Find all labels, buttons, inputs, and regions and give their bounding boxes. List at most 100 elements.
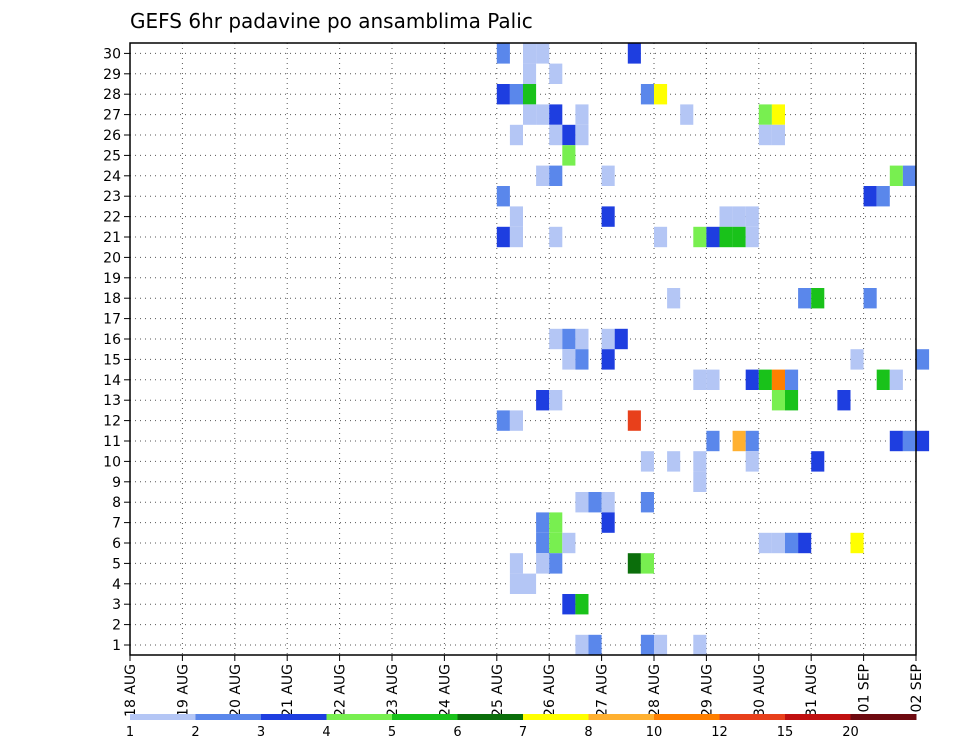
y-tick-label: 4 [112, 577, 121, 593]
heatmap-cell [889, 369, 903, 390]
heatmap-cell [614, 328, 628, 350]
heatmap-cell [693, 226, 707, 248]
legend-swatch [195, 714, 262, 720]
heatmap-cell [496, 410, 510, 431]
legend-swatch [261, 714, 327, 720]
y-tick-label: 23 [103, 189, 121, 205]
heatmap-cell [536, 532, 550, 554]
x-tick-label: 30 AUG [752, 664, 768, 717]
heatmap-cell [850, 532, 864, 554]
legend-level-label: 15 [777, 725, 794, 740]
heatmap-cell [536, 104, 550, 125]
heatmap-cell [706, 369, 720, 390]
y-tick-label: 16 [103, 332, 121, 348]
heatmap-cell [496, 84, 510, 105]
y-tick-label: 18 [103, 291, 121, 307]
heatmap-cell [549, 390, 563, 411]
y-tick-label: 28 [103, 87, 121, 103]
x-tick-label: 25 AUG [490, 664, 506, 717]
heatmap-cell [588, 492, 602, 513]
heatmap-cell [523, 104, 537, 125]
x-tick-label: 29 AUG [699, 664, 715, 717]
heatmap-cell [889, 430, 903, 452]
legend-level-label: 5 [388, 725, 396, 740]
y-tick-label: 20 [103, 250, 121, 266]
x-axis-ticks: 18 AUG 19 AUG 20 AUG 21 AUG 22 AUG 23 AUG 24 A… [123, 655, 925, 717]
legend-level-label: 2 [191, 725, 199, 740]
legend-swatch [326, 714, 393, 720]
heatmap-cell [562, 532, 576, 554]
heatmap-cell [549, 532, 563, 554]
y-tick-label: 10 [103, 454, 121, 470]
heatmap-cell [771, 532, 785, 554]
heatmap-cell [562, 124, 576, 146]
heatmap-cell [601, 328, 615, 350]
heatmap-cell [693, 634, 707, 656]
heatmap-cell [509, 573, 523, 594]
heatmap-cell [549, 328, 563, 350]
x-tick-label: 02 SEP [909, 664, 925, 712]
heatmap-cell [798, 532, 812, 554]
legend-swatch [392, 714, 458, 720]
heatmap-cell [863, 288, 877, 309]
heatmap-cell [863, 186, 877, 207]
heatmap-cell [575, 328, 589, 350]
legend-level-label: 7 [519, 725, 527, 740]
heatmap-cell [771, 369, 785, 390]
x-tick-label: 23 AUG [385, 664, 401, 717]
legend-level-label: 12 [711, 725, 728, 740]
heatmap-cell [850, 349, 864, 370]
y-tick-label: 26 [103, 128, 121, 144]
legend-swatch [523, 714, 589, 720]
x-tick-label: 21 AUG [280, 664, 296, 717]
heatmap-cell [509, 206, 523, 227]
heatmap-cell [575, 634, 589, 656]
y-axis-ticks: 1234567891011121314151617181920212223242… [103, 46, 130, 654]
y-tick-label: 29 [103, 67, 121, 83]
x-tick-label: 24 AUG [437, 664, 453, 717]
legend-level-label: 20 [842, 725, 859, 740]
y-tick-label: 25 [103, 148, 121, 164]
y-tick-label: 9 [112, 475, 121, 491]
heatmap-cell [693, 471, 707, 492]
heatmap-cell [601, 349, 615, 370]
x-tick-label: 28 AUG [647, 664, 663, 717]
color-legend: 1 2 3 4 5 6 7 8 10 12 15 20 [126, 714, 917, 740]
heatmap-cell [536, 512, 550, 533]
heatmap-cell [640, 634, 654, 656]
heatmap-cell [916, 430, 930, 452]
heatmap-cell [575, 594, 589, 615]
heatmap-cell [536, 390, 550, 411]
heatmap-cell [549, 124, 563, 146]
y-tick-label: 27 [103, 108, 121, 124]
heatmap-cells [496, 43, 930, 656]
y-tick-label: 3 [112, 597, 121, 613]
heatmap-cell [588, 634, 602, 656]
y-tick-label: 22 [103, 210, 121, 226]
y-tick-label: 7 [112, 516, 121, 532]
heatmap-cell [575, 124, 589, 146]
heatmap-cell [549, 165, 563, 186]
legend-swatch [130, 714, 196, 720]
legend-level-label: 1 [126, 725, 134, 740]
heatmap-cell [916, 349, 930, 370]
heatmap-cell [654, 84, 668, 105]
heatmap-cell [889, 165, 903, 186]
heatmap-cell [627, 553, 641, 574]
heatmap-cell [902, 165, 916, 186]
y-tick-label: 6 [112, 536, 121, 552]
legend-swatch [588, 714, 655, 720]
heatmap-cell [549, 553, 563, 574]
heatmap-cell [549, 63, 563, 84]
heatmap-cell [758, 369, 772, 390]
heatmap-cell [562, 145, 576, 166]
heatmap-cell [509, 124, 523, 146]
heatmap-cell [496, 186, 510, 207]
heatmap-cell [509, 553, 523, 574]
legend-level-label: 4 [322, 725, 330, 740]
y-tick-label: 12 [103, 414, 121, 430]
y-tick-label: 11 [103, 434, 121, 450]
heatmap-cell [837, 390, 851, 411]
heatmap-cell [706, 430, 720, 452]
heatmap-cell [549, 512, 563, 533]
